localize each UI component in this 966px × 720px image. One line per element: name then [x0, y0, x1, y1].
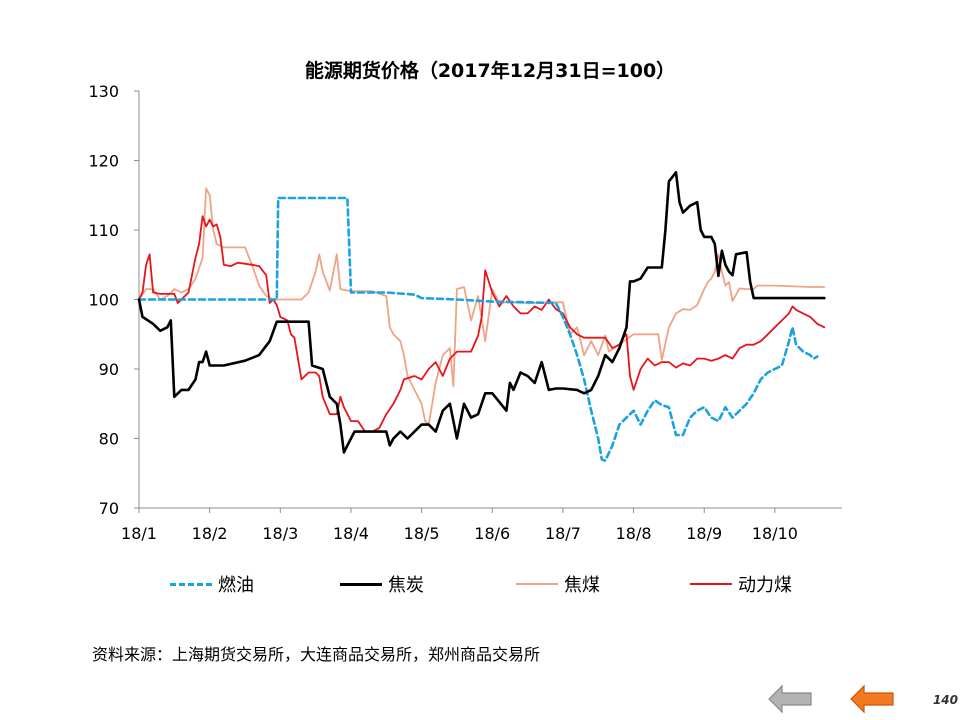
arrow-left-orange-icon[interactable] [850, 684, 894, 714]
y-tick-label: 80 [99, 430, 119, 449]
y-tick-label: 100 [88, 291, 119, 310]
x-tick-label: 18/8 [616, 524, 652, 543]
y-tick-label: 130 [88, 82, 119, 101]
chart-title: 能源期货价格（2017年12月31日=100） [304, 60, 676, 82]
legend-swatch-coking-coal [516, 583, 558, 585]
x-tick-label: 18/1 [121, 524, 157, 543]
legend-label-coking-coal: 焦煤 [564, 575, 600, 596]
legend-swatch-coke [340, 582, 382, 586]
series-line-coke [137, 171, 826, 454]
y-tick-label: 110 [88, 221, 119, 240]
x-tick-label: 18/9 [686, 524, 722, 543]
x-tick-label: 18/7 [545, 524, 581, 543]
x-tick-label: 18/2 [192, 524, 228, 543]
x-tick-label: 18/4 [333, 524, 369, 543]
legend-item-fuel-oil: 燃油 [170, 570, 254, 598]
legend-label-coke: 焦炭 [388, 575, 424, 596]
series-line-thermal-coal [138, 215, 826, 433]
x-tick-label: 18/6 [474, 524, 510, 543]
y-tick-label: 70 [99, 499, 119, 518]
x-tick-label: 18/5 [404, 524, 440, 543]
legend-label-fuel-oil: 燃油 [218, 575, 254, 596]
x-tick-label: 18/10 [752, 524, 798, 543]
legend-swatch-thermal-coal [690, 583, 732, 585]
legend-swatch-fuel-oil [170, 582, 212, 586]
source-note: 资料来源：上海期货交易所，大连商品交易所，郑州商品交易所 [92, 645, 541, 664]
y-tick-label: 90 [99, 360, 119, 379]
legend-label-thermal-coal: 动力煤 [738, 575, 792, 596]
x-tick-label: 18/3 [262, 524, 298, 543]
y-tick-label: 120 [88, 152, 119, 171]
arrow-left-gray-icon[interactable] [768, 684, 812, 714]
page-number: 140 [932, 693, 958, 707]
legend-item-thermal-coal: 动力煤 [690, 570, 792, 598]
series-line-fuel-oil [137, 196, 819, 462]
legend-item-coke: 焦炭 [340, 570, 424, 598]
legend-item-coking-coal: 焦煤 [516, 570, 600, 598]
series-line-coking-coal [138, 187, 826, 426]
